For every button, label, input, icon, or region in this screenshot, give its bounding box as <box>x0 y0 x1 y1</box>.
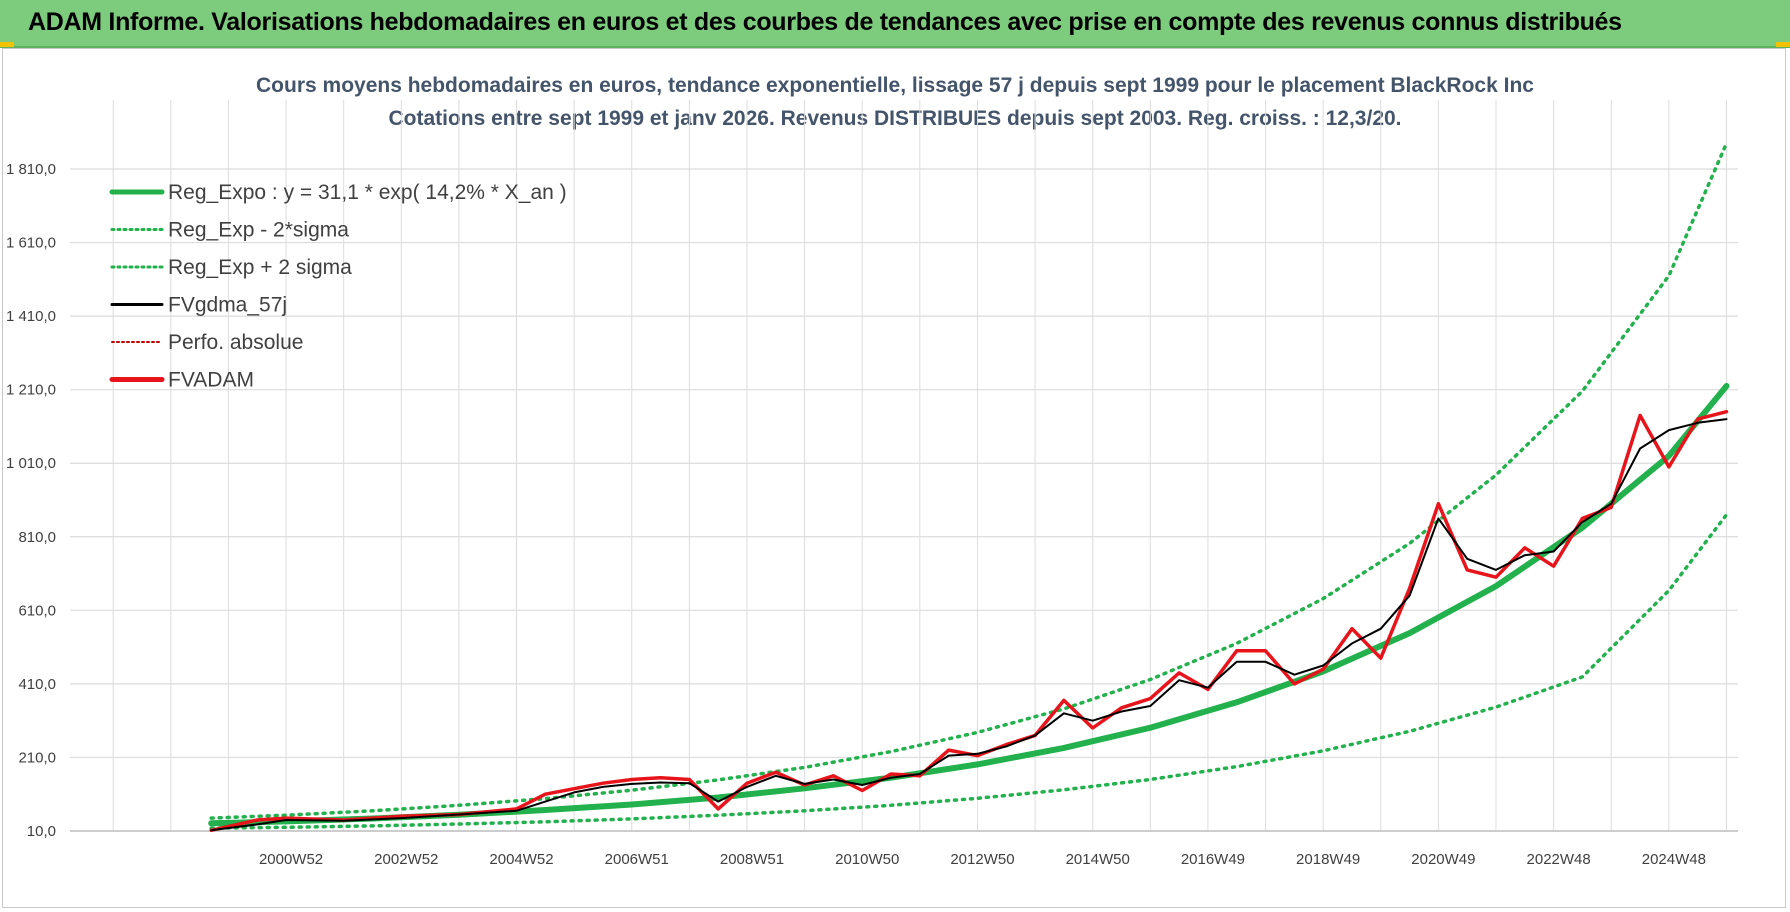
x-tick-label: 2008W51 <box>720 851 784 868</box>
series-reg-exp-minus-2sigma <box>209 512 1729 830</box>
legend-label: Reg_Expo : y = 31,1 * exp( 14,2% * X_an … <box>168 181 567 204</box>
y-tick-label: 210,0 <box>18 749 56 766</box>
x-tick-label: 2022W48 <box>1527 851 1591 868</box>
y-tick-label: 1 010,0 <box>6 455 56 472</box>
x-tick-label: 2004W52 <box>489 851 553 868</box>
y-tick-label: 1 810,0 <box>6 161 56 178</box>
y-axis: 10,0 210,0 410,0 610,0 810,0 1 010,0 1 210,0 1 … <box>6 161 56 840</box>
series-fvgdma-57j <box>210 418 1728 832</box>
x-tick-label: 2002W52 <box>374 851 438 868</box>
x-tick-label: 2012W50 <box>950 851 1014 868</box>
y-tick-label: 10,0 <box>27 823 56 840</box>
x-tick-label: 2014W50 <box>1066 851 1130 868</box>
y-tick-label: 1 410,0 <box>6 308 56 325</box>
y-tick-label: 1 210,0 <box>6 382 56 399</box>
series-group <box>208 141 1730 833</box>
chart-title-line-1: Cours moyens hebdomadaires en euros, ten… <box>256 74 1534 97</box>
x-tick-label: 2016W49 <box>1181 851 1245 868</box>
legend-label: FVADAM <box>168 369 254 392</box>
y-tick-label: 810,0 <box>18 529 56 546</box>
legend-label: Perfo. absolue <box>168 331 303 354</box>
legend-label: Reg_Exp - 2*sigma <box>168 219 349 242</box>
y-tick-label: 410,0 <box>18 676 56 693</box>
page-title: ADAM Informe. Valorisations hebdomadaire… <box>28 8 1622 36</box>
chart-title-line-2: Cotations entre sept 1999 et janv 2026. … <box>388 107 1401 130</box>
x-tick-label: 2006W51 <box>605 851 669 868</box>
legend: Reg_Expo : y = 31,1 * exp( 14,2% * X_an … <box>109 181 567 392</box>
x-tick-label: 2000W52 <box>259 851 323 868</box>
x-tick-label: 2020W49 <box>1411 851 1475 868</box>
legend-label: FVgdma_57j <box>168 294 287 317</box>
y-tick-label: 1 610,0 <box>6 235 56 252</box>
series-reg-exp-plus-2sigma <box>209 141 1729 820</box>
chart-frame <box>2 48 1786 908</box>
legend-label: Reg_Exp + 2 sigma <box>168 256 352 279</box>
corner-marker <box>0 42 14 47</box>
y-tick-label: 610,0 <box>18 602 56 619</box>
x-tick-label: 2010W50 <box>835 851 899 868</box>
corner-marker <box>1776 42 1790 47</box>
x-axis: 2000W52 2002W52 2004W52 2006W51 2008W51 2010W… <box>259 851 1706 868</box>
gridlines <box>70 100 1738 832</box>
x-tick-label: 2024W48 <box>1642 851 1706 868</box>
header-banner: ADAM Informe. Valorisations hebdomadaire… <box>0 0 1790 48</box>
x-tick-label: 2018W49 <box>1296 851 1360 868</box>
